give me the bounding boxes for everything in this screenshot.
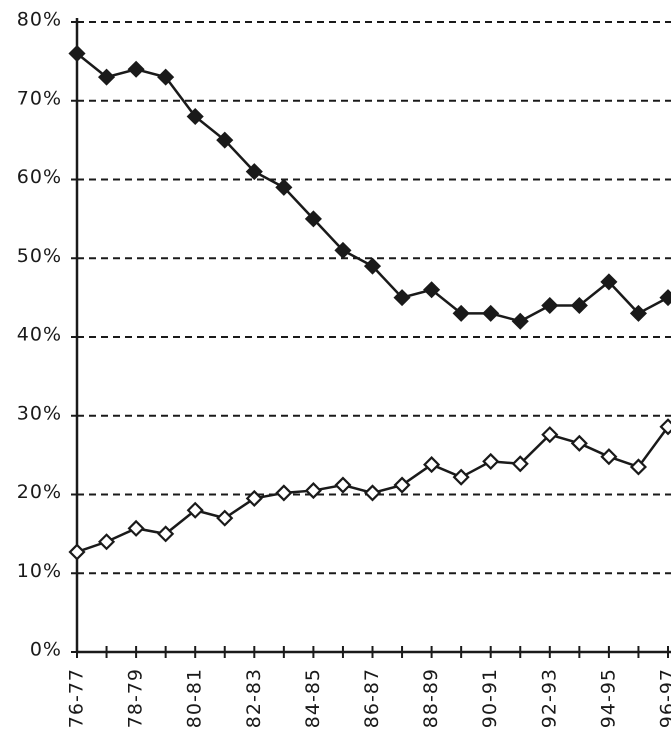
marker bbox=[570, 296, 588, 315]
y-tick-label: 20% bbox=[17, 481, 62, 503]
y-tick-label: 40% bbox=[17, 324, 62, 346]
marker bbox=[659, 289, 671, 307]
marker bbox=[541, 296, 559, 315]
marker bbox=[600, 273, 618, 291]
marker bbox=[68, 543, 86, 561]
marker bbox=[157, 68, 175, 86]
marker bbox=[97, 68, 116, 86]
marker bbox=[275, 178, 293, 196]
marker bbox=[186, 107, 204, 126]
marker bbox=[157, 525, 175, 543]
marker bbox=[482, 304, 500, 322]
y-tick-label: 0% bbox=[30, 639, 62, 661]
marker bbox=[245, 489, 263, 507]
y-tick-label: 50% bbox=[17, 245, 62, 267]
x-tick-label: 84-85 bbox=[302, 668, 324, 728]
x-tick-label: 82-83 bbox=[243, 668, 265, 728]
marker bbox=[570, 434, 588, 452]
marker bbox=[659, 418, 671, 436]
marker bbox=[393, 476, 411, 494]
x-tick-label: 96-97 bbox=[657, 668, 671, 728]
y-tick-label: 60% bbox=[17, 166, 62, 188]
marker bbox=[127, 519, 145, 537]
series-line bbox=[76, 52, 669, 323]
marker bbox=[127, 60, 145, 78]
marker bbox=[304, 482, 322, 500]
marker bbox=[334, 241, 352, 259]
marker bbox=[423, 456, 441, 474]
marker bbox=[452, 468, 470, 486]
marker bbox=[216, 131, 234, 149]
x-tick-label: 90-91 bbox=[479, 668, 501, 728]
marker bbox=[629, 304, 648, 322]
marker bbox=[541, 426, 559, 444]
x-tick-label: 94-95 bbox=[597, 668, 619, 728]
marker bbox=[245, 163, 263, 181]
y-tick-label: 70% bbox=[17, 87, 62, 109]
marker bbox=[363, 484, 382, 502]
marker bbox=[275, 484, 293, 502]
marker bbox=[482, 452, 500, 470]
marker bbox=[216, 509, 234, 527]
x-tick-label: 78-79 bbox=[125, 668, 147, 728]
x-tick-label: 86-87 bbox=[361, 668, 383, 728]
x-tick-label: 80-81 bbox=[184, 668, 206, 728]
marker bbox=[393, 289, 411, 307]
marker bbox=[334, 476, 352, 494]
marker bbox=[511, 312, 529, 330]
y-tick-label: 30% bbox=[17, 402, 62, 424]
marker bbox=[511, 455, 529, 473]
y-tick-label: 10% bbox=[17, 560, 62, 582]
marker bbox=[97, 533, 116, 551]
marker bbox=[629, 458, 648, 476]
y-tick-label: 80% bbox=[17, 9, 62, 31]
x-tick-label: 92-93 bbox=[538, 668, 560, 728]
marker bbox=[68, 44, 86, 63]
marker bbox=[363, 257, 382, 275]
marker bbox=[452, 304, 470, 322]
marker bbox=[600, 448, 618, 466]
x-tick-label: 76-77 bbox=[66, 668, 88, 728]
marker bbox=[304, 210, 322, 228]
marker bbox=[186, 501, 204, 519]
x-tick-label: 88-89 bbox=[420, 668, 442, 728]
marker bbox=[423, 281, 441, 299]
